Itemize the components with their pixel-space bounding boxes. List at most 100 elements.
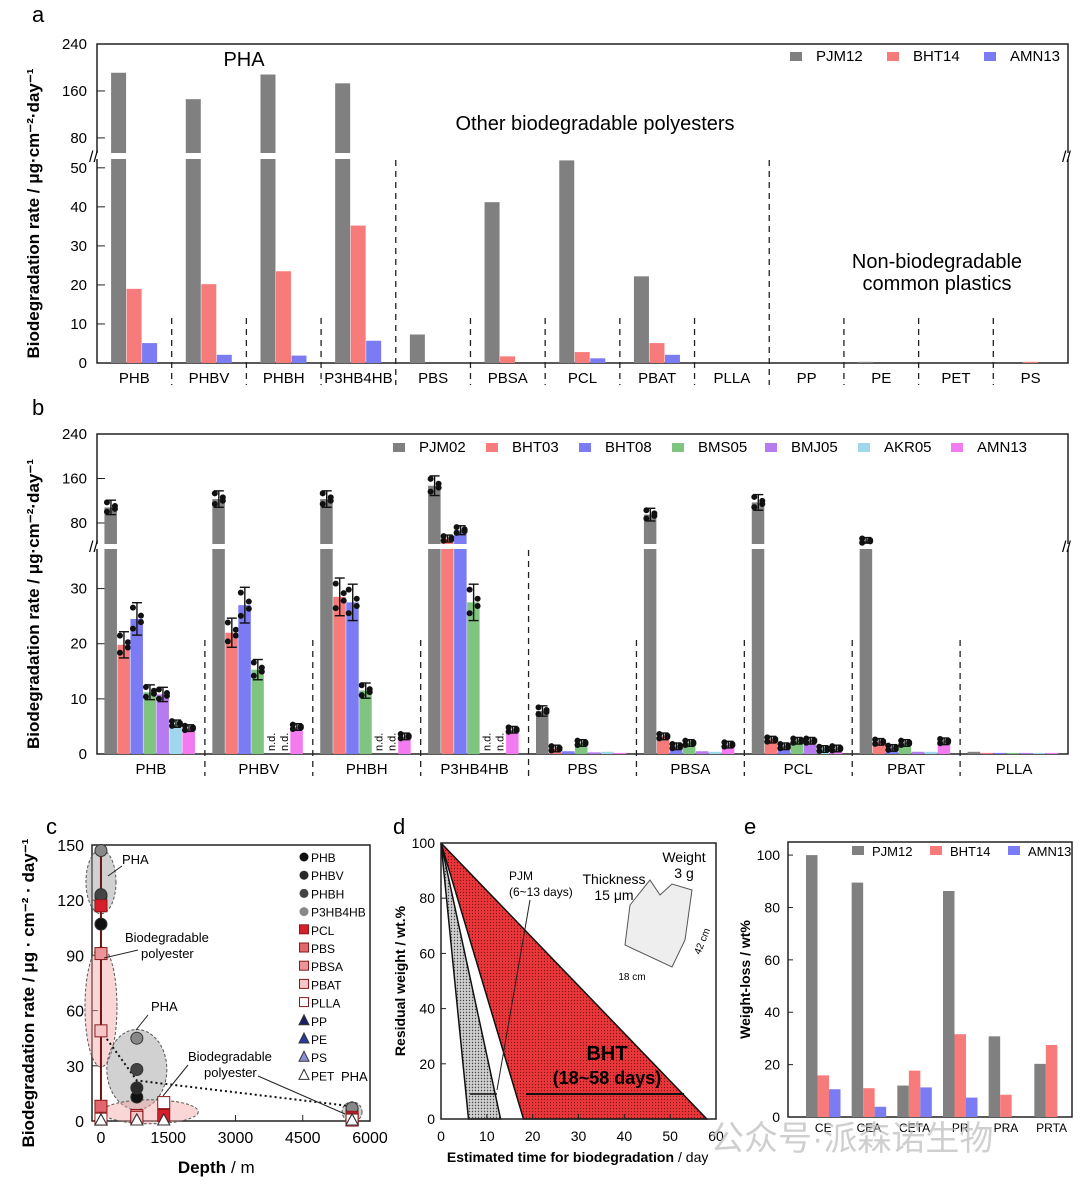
bar-pjm02 (751, 502, 765, 754)
inset-thickness-label: Thickness (582, 871, 645, 887)
y-tick-label: 60 (419, 945, 435, 961)
data-point (656, 735, 663, 742)
axis-break-gap (89, 153, 1076, 159)
inset-height-label: 42 cm (693, 927, 713, 956)
data-point (721, 743, 728, 750)
bar-bms05 (898, 742, 912, 754)
data-point (803, 735, 810, 742)
data-point (397, 731, 404, 738)
data-point (155, 686, 162, 693)
bar-pjm12 (988, 1036, 1001, 1117)
legend-marker (299, 960, 309, 971)
legend-label: PBAT (311, 978, 342, 992)
legend-swatch (765, 443, 777, 452)
annotation-bio-polyester: polyester (141, 946, 194, 961)
y-tick-label: 100 (412, 835, 436, 851)
data-point (690, 740, 697, 747)
data-point (824, 746, 831, 753)
bar-akr05 (708, 751, 722, 754)
x-tick-label: 60 (708, 1128, 724, 1144)
plot-frame (91, 844, 371, 1122)
bar-amn13 (1045, 752, 1059, 754)
point-pet (345, 1112, 359, 1126)
data-point (859, 539, 866, 546)
panel-c-chart: 0 1500 3000 4500 6000 0 30 60 90 120 150 Depth / m Bi… (19, 838, 388, 1177)
y-tick-label: 40 (764, 1004, 780, 1020)
data-point (405, 734, 412, 741)
bar-bht08 (130, 618, 143, 754)
nd-label: n.d. (387, 733, 399, 751)
panel-d-letter: d (393, 814, 405, 839)
data-point (150, 690, 157, 697)
y-tick-label: 0 (75, 1114, 84, 1131)
y-tick-label: 20 (70, 277, 87, 294)
legend-swatch (984, 52, 996, 61)
data-point (168, 722, 175, 729)
y-tick-label: 60 (764, 952, 780, 968)
data-point (168, 718, 175, 725)
x-tick-label: P3HB4HB (324, 370, 392, 387)
bar-bht03 (441, 538, 454, 754)
legend-label: PE (311, 1033, 327, 1047)
annotation-leader (257, 1075, 346, 1115)
bar-pjm12 (409, 334, 425, 363)
legend-label: PET (311, 1069, 335, 1083)
data-point (353, 595, 360, 602)
panel-b-letter: b (32, 395, 44, 420)
x-tick-label: PHB (136, 761, 167, 778)
legend-label: AKR05 (884, 439, 932, 456)
panel-d-chart: 0 10 20 30 40 50 60 0 20 40 60 80 100 Estimated time … (392, 835, 724, 1165)
bar-bht08 (562, 751, 575, 754)
data-point (785, 743, 792, 750)
bar-amn13 (142, 343, 158, 363)
nd-label: n.d. (495, 733, 507, 751)
legend-label: PJM12 (816, 48, 863, 65)
x-tick-label: 10 (479, 1128, 495, 1144)
annotation-bio-polyester: polyester (204, 1065, 257, 1080)
bar-bht14 (863, 1088, 875, 1117)
x-tick-label: PCL (784, 761, 813, 778)
point-pbat (94, 1024, 108, 1038)
data-point (461, 528, 468, 535)
legend-swatch (887, 52, 899, 61)
point-phbh (130, 1062, 144, 1076)
data-point (289, 721, 296, 728)
data-point (643, 507, 650, 514)
bar-bms05 (467, 602, 480, 754)
data-point (790, 739, 797, 746)
data-point (440, 537, 447, 544)
bar-bmj05 (1019, 752, 1033, 754)
data-point (777, 740, 784, 747)
bar-bht08 (993, 752, 1007, 754)
bar-bht14 (1045, 1044, 1058, 1117)
data-point (543, 709, 550, 716)
x-tick-label: 3000 (218, 1130, 254, 1147)
legend-swatch (579, 443, 591, 452)
bar-amn13 (366, 340, 382, 363)
x-axis-unit: / day (678, 1149, 708, 1165)
bar-pjm02 (536, 710, 549, 754)
data-point (682, 737, 689, 744)
x-tick-label: 0 (437, 1128, 445, 1144)
data-point (643, 515, 650, 522)
legend: PJM02 BHT03 BHT08 BMS05 BMJ05 AKR05 AMN13 (393, 439, 1027, 456)
data-point (232, 626, 239, 633)
y-tick-label: 60 (66, 1004, 84, 1021)
x-tick-label: PHBH (346, 761, 388, 778)
axis-break-gap (89, 544, 1076, 549)
data-point (867, 538, 874, 545)
y-tick-label: 80 (419, 890, 435, 906)
x-tick-label: PCL (568, 370, 597, 387)
data-point (332, 580, 339, 587)
bar-bht14 (954, 1034, 966, 1117)
bar-pjm12 (633, 276, 649, 363)
data-point (250, 659, 257, 666)
legend-swatch (951, 443, 963, 452)
bar-amn13 (966, 1097, 978, 1117)
x-tick-label: PR (952, 1121, 969, 1135)
pjm-label: PJM (509, 869, 533, 883)
legend-marker (299, 942, 309, 953)
axis-break-mark: // (89, 149, 98, 166)
legend-marker (298, 1013, 310, 1026)
